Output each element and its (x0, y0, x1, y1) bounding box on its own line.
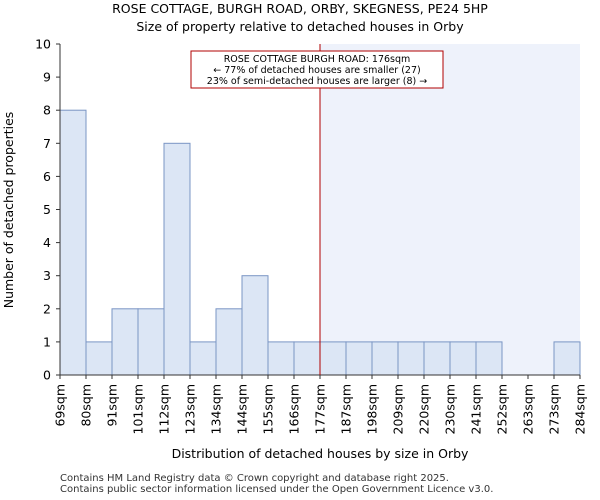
y-tick-label: 6 (43, 169, 51, 184)
y-tick-label: 1 (43, 334, 51, 349)
y-tick-label: 5 (43, 202, 51, 217)
y-tick-label: 0 (43, 368, 51, 383)
x-tick-label: 101sqm (131, 384, 146, 434)
y-tick-label: 2 (43, 301, 51, 316)
bar (553, 341, 581, 376)
x-tick-label: 166sqm (287, 384, 302, 434)
x-tick-label: 155sqm (261, 384, 276, 434)
bar (137, 308, 165, 376)
annotation-line: ROSE COTTAGE BURGH ROAD: 176sqm (224, 54, 411, 65)
highlight-region (320, 44, 580, 375)
y-axis-label: Number of detached properties (1, 112, 16, 309)
bar (241, 275, 269, 376)
bar (59, 109, 87, 376)
x-tick-label: 91sqm (105, 384, 120, 427)
y-tick-label: 7 (43, 136, 51, 151)
bar (215, 308, 243, 376)
x-tick-label: 187sqm (339, 384, 354, 434)
annotation-line: ← 77% of detached houses are smaller (27… (213, 65, 420, 76)
y-tick-label: 8 (43, 103, 51, 118)
bar (345, 341, 373, 376)
x-tick-label: 144sqm (235, 384, 250, 434)
x-tick-label: 230sqm (443, 384, 458, 434)
annotation-line: 23% of semi-detached houses are larger (… (207, 76, 427, 87)
footer-copyright-line: Contains HM Land Registry data © Crown c… (60, 473, 449, 484)
bar (163, 142, 191, 376)
bar (293, 341, 321, 376)
bar (475, 341, 503, 376)
x-tick-label: 252sqm (495, 384, 510, 434)
x-tick-label: 220sqm (417, 384, 432, 434)
chart-subtitle: Size of property relative to detached ho… (136, 19, 464, 34)
y-tick-label: 10 (35, 37, 51, 52)
x-tick-label: 134sqm (209, 384, 224, 434)
bar (85, 341, 113, 376)
x-tick-label: 177sqm (313, 384, 328, 434)
bar (111, 308, 139, 376)
y-tick-label: 3 (43, 268, 51, 283)
x-tick-label: 69sqm (53, 384, 68, 427)
x-tick-label: 263sqm (521, 384, 536, 434)
x-tick-label: 273sqm (547, 384, 562, 434)
y-tick-label: 9 (43, 70, 51, 85)
bar (449, 341, 477, 376)
x-tick-label: 241sqm (469, 384, 484, 434)
x-tick-label: 80sqm (79, 384, 94, 427)
y-tick-label: 4 (43, 235, 51, 250)
x-tick-label: 209sqm (391, 384, 406, 434)
chart-title: ROSE COTTAGE, BURGH ROAD, ORBY, SKEGNESS… (112, 1, 488, 16)
footer-licence-line: Contains public sector information licen… (60, 484, 494, 495)
annotation-box (190, 50, 444, 89)
bar (371, 341, 399, 376)
bar (267, 341, 295, 376)
x-tick-label: 123sqm (183, 384, 198, 434)
bar (397, 341, 425, 376)
bar (319, 341, 347, 376)
x-tick-label: 198sqm (365, 384, 380, 434)
x-axis-label: Distribution of detached houses by size … (172, 446, 469, 461)
bar (423, 341, 451, 376)
bar (189, 341, 217, 376)
x-tick-label: 112sqm (157, 384, 172, 434)
x-tick-label: 284sqm (573, 384, 588, 434)
